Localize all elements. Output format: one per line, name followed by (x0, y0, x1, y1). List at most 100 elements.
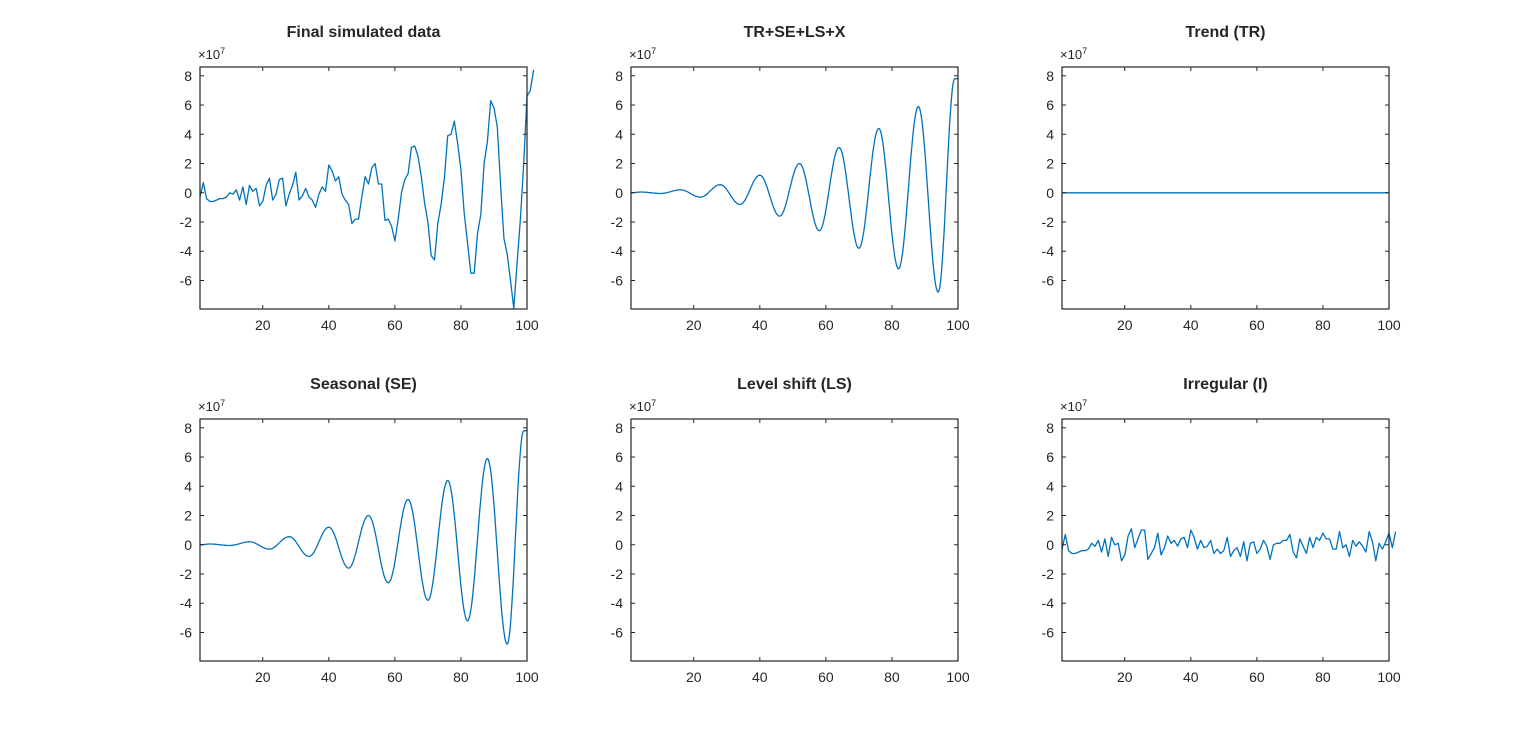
y-tick-label: 2 (1046, 156, 1054, 172)
x-tick-label: 100 (515, 669, 539, 685)
y-tick-label: -4 (611, 595, 624, 611)
axes-tr-se-ls-x: 20 40 60 80 100 -6 -4 -2 0 2 4 6 8 (611, 66, 970, 333)
y-exponent-label: ×107 (1060, 398, 1088, 414)
data-line (1061, 528, 1397, 562)
y-tick-label: -2 (1042, 214, 1055, 230)
axes-box (1061, 66, 1390, 310)
x-tick-label: 20 (255, 317, 271, 333)
y-tick-label: -2 (1042, 566, 1055, 582)
x-tick-label: 80 (453, 317, 469, 333)
x-tick-label: 20 (686, 317, 702, 333)
subplot-title: Final simulated data (286, 24, 441, 41)
x-tick-label: 80 (1315, 669, 1331, 685)
data-line (630, 78, 958, 293)
axes-box (630, 418, 959, 662)
y-exponent-label: ×107 (198, 398, 226, 414)
y-tick-label: 4 (615, 126, 623, 142)
x-tick-label: 40 (1183, 317, 1199, 333)
x-tick-label: 100 (1377, 669, 1401, 685)
axes-trend-tr: 20 40 60 80 100 -6 -4 -2 0 2 4 6 8 (1042, 66, 1401, 333)
subplot-title: Seasonal (SE) (310, 376, 417, 393)
y-tick-label: 0 (1046, 185, 1054, 201)
y-tick-label: 0 (184, 185, 192, 201)
y-tick-label: 4 (615, 478, 623, 494)
x-tick-label: 40 (321, 669, 337, 685)
y-tick-label: 0 (184, 537, 192, 553)
axes-box (630, 66, 959, 310)
y-tick-label: 8 (184, 68, 192, 84)
x-tick-label: 60 (387, 317, 403, 333)
x-tick-label: 80 (1315, 317, 1331, 333)
y-tick-label: 4 (1046, 126, 1054, 142)
y-tick-label: -4 (180, 595, 193, 611)
y-exponent-label: ×107 (629, 46, 657, 62)
x-tick-label: 40 (752, 317, 768, 333)
y-tick-label: 0 (615, 537, 623, 553)
data-line (199, 69, 535, 309)
x-tick-label: 40 (321, 317, 337, 333)
y-tick-label: -6 (1042, 624, 1055, 640)
y-exponent-label: ×107 (629, 398, 657, 414)
axes-irregular-i: 20 40 60 80 100 -6 -4 -2 0 2 4 6 8 (1042, 418, 1401, 685)
y-tick-label: 6 (1046, 449, 1054, 465)
y-tick-label: -2 (180, 214, 193, 230)
y-tick-label: 6 (615, 97, 623, 113)
y-tick-label: 6 (615, 449, 623, 465)
data-line (199, 430, 527, 645)
y-tick-label: 8 (615, 68, 623, 84)
x-tick-label: 20 (1117, 317, 1133, 333)
y-tick-label: 4 (184, 478, 192, 494)
subplot-title: Irregular (I) (1183, 376, 1268, 393)
x-tick-label: 60 (387, 669, 403, 685)
x-tick-label: 40 (1183, 669, 1199, 685)
axes-box (1061, 418, 1390, 662)
y-tick-label: -4 (1042, 243, 1055, 259)
x-tick-label: 20 (686, 669, 702, 685)
x-tick-label: 20 (255, 669, 271, 685)
y-tick-label: 0 (1046, 537, 1054, 553)
y-tick-label: 6 (1046, 97, 1054, 113)
y-tick-label: -6 (1042, 272, 1055, 288)
x-tick-label: 60 (1249, 317, 1265, 333)
y-tick-label: 6 (184, 449, 192, 465)
y-tick-label: 8 (615, 420, 623, 436)
y-tick-label: 4 (184, 126, 192, 142)
y-tick-label: 8 (1046, 420, 1054, 436)
x-tick-label: 100 (946, 669, 970, 685)
axes-box (199, 418, 528, 662)
subplot-title: TR+SE+LS+X (743, 24, 846, 41)
y-tick-label: 2 (615, 508, 623, 524)
y-exponent-label: ×107 (1060, 46, 1088, 62)
y-tick-label: 2 (184, 156, 192, 172)
y-tick-label: -6 (611, 624, 624, 640)
subplot-title: Trend (TR) (1185, 24, 1266, 41)
y-tick-label: 4 (1046, 478, 1054, 494)
x-tick-label: 100 (946, 317, 970, 333)
x-tick-label: 20 (1117, 669, 1133, 685)
y-tick-label: -4 (180, 243, 193, 259)
x-tick-label: 100 (1377, 317, 1401, 333)
y-tick-label: 2 (184, 508, 192, 524)
x-tick-label: 60 (818, 669, 834, 685)
x-tick-label: 60 (818, 317, 834, 333)
x-tick-label: 80 (453, 669, 469, 685)
x-tick-label: 60 (1249, 669, 1265, 685)
y-tick-label: 2 (1046, 508, 1054, 524)
x-tick-label: 80 (884, 317, 900, 333)
y-tick-label: -4 (1042, 595, 1055, 611)
y-tick-label: 6 (184, 97, 192, 113)
y-exponent-label: ×107 (198, 46, 226, 62)
x-tick-label: 100 (515, 317, 539, 333)
y-tick-label: 8 (1046, 68, 1054, 84)
subplot-title: Level shift (LS) (737, 376, 852, 393)
x-tick-label: 80 (884, 669, 900, 685)
y-tick-label: -2 (611, 214, 624, 230)
y-tick-label: -6 (611, 272, 624, 288)
axes-box (199, 66, 528, 310)
y-tick-label: 8 (184, 420, 192, 436)
y-tick-label: 0 (615, 185, 623, 201)
x-tick-label: 40 (752, 669, 768, 685)
y-tick-label: -2 (180, 566, 193, 582)
y-tick-label: -2 (611, 566, 624, 582)
